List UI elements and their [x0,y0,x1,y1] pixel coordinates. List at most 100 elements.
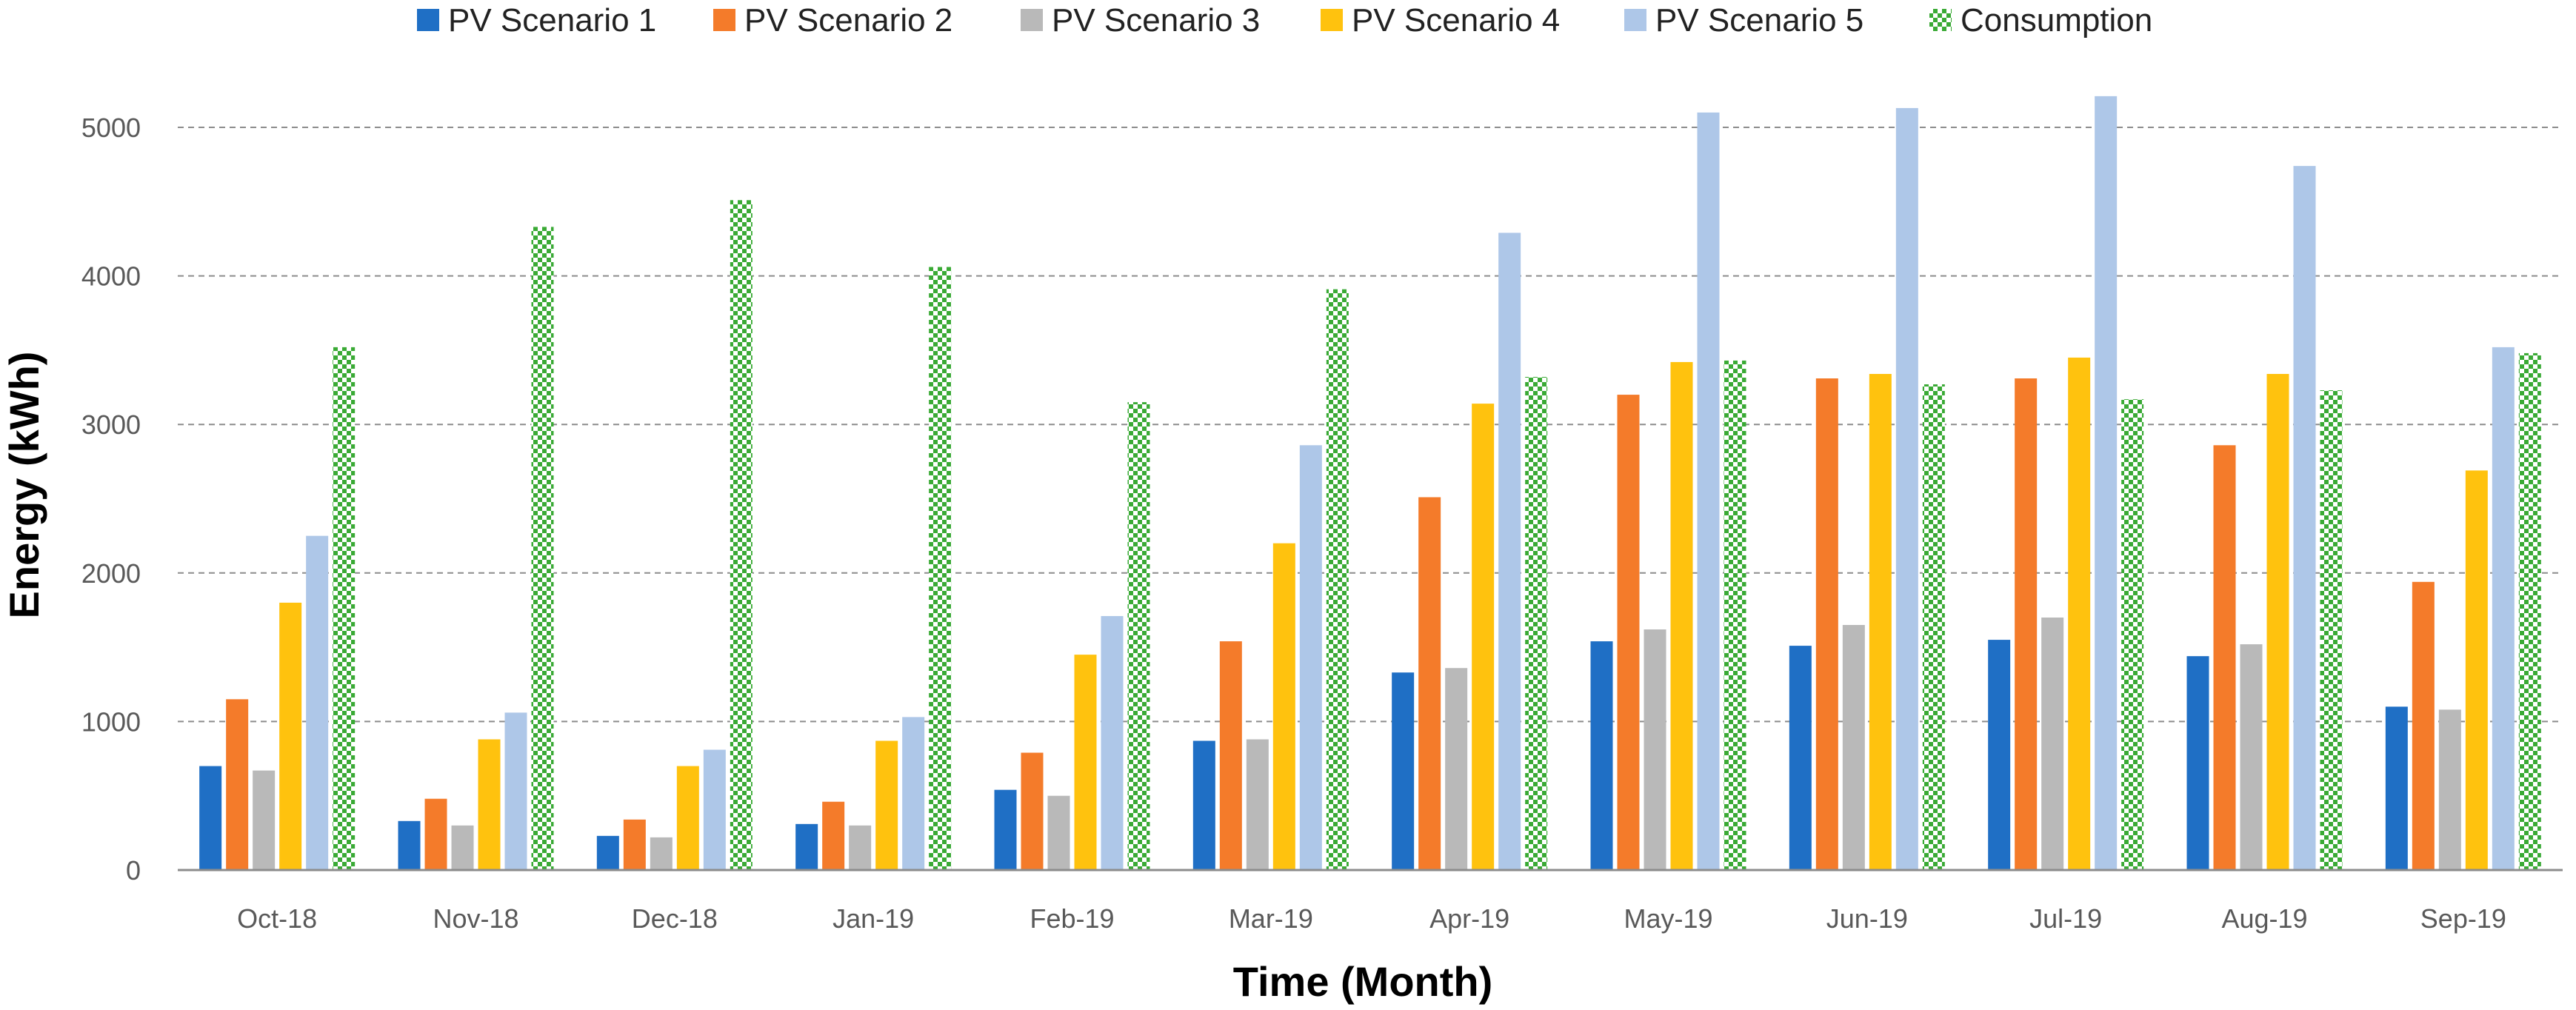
y-tick-label: 3000 [81,409,141,440]
bar-pv-scenario-1-apr-19 [1392,672,1415,870]
legend-label: PV Scenario 5 [1655,2,1863,39]
bar-pv-scenario-3-may-19 [1644,629,1666,870]
bar-pv-scenario-2-may-19 [1617,395,1640,870]
x-tick-label: Oct-18 [237,903,317,934]
bar-consumption-jan-19 [929,267,952,871]
y-tick-label: 5000 [81,113,141,143]
bar-pv-scenario-4-oct-18 [279,602,302,870]
bar-pv-scenario-3-jun-19 [1842,625,1865,870]
bar-consumption-apr-19 [1525,377,1548,870]
bar-pv-scenario-5-aug-19 [2293,166,2316,870]
bar-pv-scenario-4-aug-19 [2266,373,2289,871]
x-tick-label: Jun-19 [1826,903,1908,934]
bar-pv-scenario-1-jun-19 [1789,646,1812,870]
x-tick-label: Aug-19 [2221,903,2307,934]
bar-pv-scenario-3-apr-19 [1445,668,1468,870]
legend-label: Consumption [1961,2,2152,39]
bar-pv-scenario-5-nov-18 [504,712,527,870]
legend-swatch-consumption [1929,9,1952,31]
x-tick-label: May-19 [1624,903,1712,934]
x-tick-label: Apr-19 [1429,903,1509,934]
bar-pv-scenario-2-feb-19 [1021,752,1044,870]
bar-pv-scenario-3-dec-18 [650,837,673,870]
bar-pv-scenario-1-feb-19 [994,789,1017,870]
bar-pv-scenario-5-dec-18 [703,749,726,870]
x-tick-label: Jan-19 [832,903,914,934]
legend-label: PV Scenario 1 [448,2,656,39]
gridlines [178,127,2563,723]
bar-pv-scenario-3-sep-19 [2438,709,2461,870]
bar-pv-scenario-3-nov-18 [451,825,474,870]
bar-pv-scenario-1-nov-18 [398,820,421,870]
bar-pv-scenario-1-aug-19 [2186,656,2209,870]
x-tick-label: Feb-19 [1030,903,1114,934]
bar-pv-scenario-2-jan-19 [822,801,845,870]
bar-pv-scenario-5-apr-19 [1498,233,1521,870]
bar-pv-scenario-3-feb-19 [1047,795,1070,870]
bar-pv-scenario-4-dec-18 [676,766,699,870]
bar-pv-scenario-2-jun-19 [1815,378,1838,870]
bar-pv-scenario-1-jan-19 [795,823,818,870]
bar-pv-scenario-1-jul-19 [1988,640,2011,870]
bar-pv-scenario-5-sep-19 [2492,347,2515,870]
bar-pv-scenario-1-may-19 [1590,641,1613,870]
bar-pv-scenario-2-oct-18 [226,699,249,870]
bar-pv-scenario-4-feb-19 [1074,655,1097,870]
bar-pv-scenario-1-sep-19 [2385,706,2408,870]
y-tick-label: 0 [126,855,141,886]
x-tick-label: Dec-18 [632,903,718,934]
bar-consumption-sep-19 [2518,352,2541,870]
bar-pv-scenario-5-jun-19 [1895,107,1918,870]
bar-consumption-nov-18 [531,227,554,871]
legend-swatch-pv-scenario-1 [417,9,439,31]
x-axis: Oct-18 Nov-18 Dec-18 Jan-19 Feb-19 Mar-19 Apr-… [178,869,2563,934]
bar-pv-scenario-5-oct-18 [306,535,329,870]
bar-pv-scenario-2-aug-19 [2213,445,2236,870]
bar-pv-scenario-4-jun-19 [1869,373,1892,871]
bar-pv-scenario-5-jan-19 [902,717,925,870]
bar-pv-scenario-4-jan-19 [875,740,898,870]
bar-consumption-may-19 [1724,360,1746,870]
bar-pv-scenario-5-jul-19 [2095,96,2118,870]
bar-consumption-jun-19 [1922,384,1945,870]
bar-pv-scenario-3-jan-19 [849,825,872,870]
bar-pv-scenario-4-sep-19 [2465,470,2488,870]
x-tick-label: Jul-19 [2029,903,2102,934]
x-tick-label: Mar-19 [1229,903,1313,934]
legend-swatch-pv-scenario-2 [713,9,735,31]
bar-consumption-jul-19 [2121,399,2144,870]
y-tick-label: 1000 [81,706,141,737]
bar-pv-scenario-2-apr-19 [1418,497,1441,870]
bar-pv-scenario-3-oct-18 [253,770,276,870]
bar-pv-scenario-2-nov-18 [424,798,447,870]
legend-label: PV Scenario 2 [744,2,952,39]
bar-pv-scenario-4-jul-19 [2068,357,2091,870]
bar-pv-scenario-1-oct-18 [199,766,222,870]
y-tick-label: 4000 [81,261,141,292]
bar-pv-scenario-5-mar-19 [1299,445,1322,870]
legend-swatch-pv-scenario-5 [1624,9,1646,31]
bar-pv-scenario-2-jul-19 [2015,378,2038,870]
bar-series-group [199,96,2541,871]
legend-swatch-pv-scenario-3 [1021,9,1043,31]
legend-label: PV Scenario 3 [1052,2,1260,39]
bar-pv-scenario-1-dec-18 [596,835,619,870]
legend: PV Scenario 1 PV Scenario 2 PV Scenario 3 P… [417,2,2152,39]
bar-pv-scenario-1-mar-19 [1192,740,1215,870]
bar-pv-scenario-3-aug-19 [2240,644,2263,870]
bar-pv-scenario-2-mar-19 [1219,641,1242,870]
y-axis-title: Energy (kWh) [1,352,47,619]
bar-consumption-oct-18 [333,347,356,870]
legend-swatch-pv-scenario-4 [1321,9,1343,31]
bar-pv-scenario-4-nov-18 [478,739,501,870]
bar-pv-scenario-3-mar-19 [1246,739,1269,870]
y-tick-label: 2000 [81,558,141,589]
x-tick-label: Sep-19 [2420,903,2506,934]
bar-consumption-feb-19 [1127,402,1150,870]
bar-pv-scenario-5-feb-19 [1101,615,1124,870]
x-tick-label: Nov-18 [433,903,518,934]
bar-consumption-aug-19 [2320,390,2343,870]
bar-pv-scenario-2-dec-18 [623,819,646,870]
bar-pv-scenario-2-sep-19 [2412,581,2435,870]
bar-consumption-dec-18 [730,200,753,870]
